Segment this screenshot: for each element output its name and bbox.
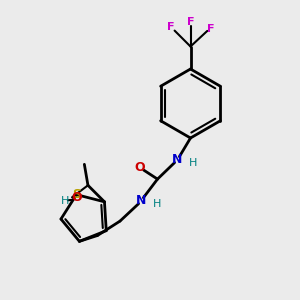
Text: N: N bbox=[136, 194, 146, 207]
Text: F: F bbox=[207, 23, 215, 34]
Text: F: F bbox=[187, 17, 194, 27]
Text: O: O bbox=[71, 191, 82, 204]
Text: N: N bbox=[172, 153, 182, 166]
Text: S: S bbox=[72, 188, 81, 201]
Text: O: O bbox=[135, 160, 146, 174]
Text: H: H bbox=[188, 158, 197, 168]
Text: H: H bbox=[152, 199, 161, 209]
Text: F: F bbox=[167, 22, 175, 32]
Text: H: H bbox=[61, 196, 70, 206]
